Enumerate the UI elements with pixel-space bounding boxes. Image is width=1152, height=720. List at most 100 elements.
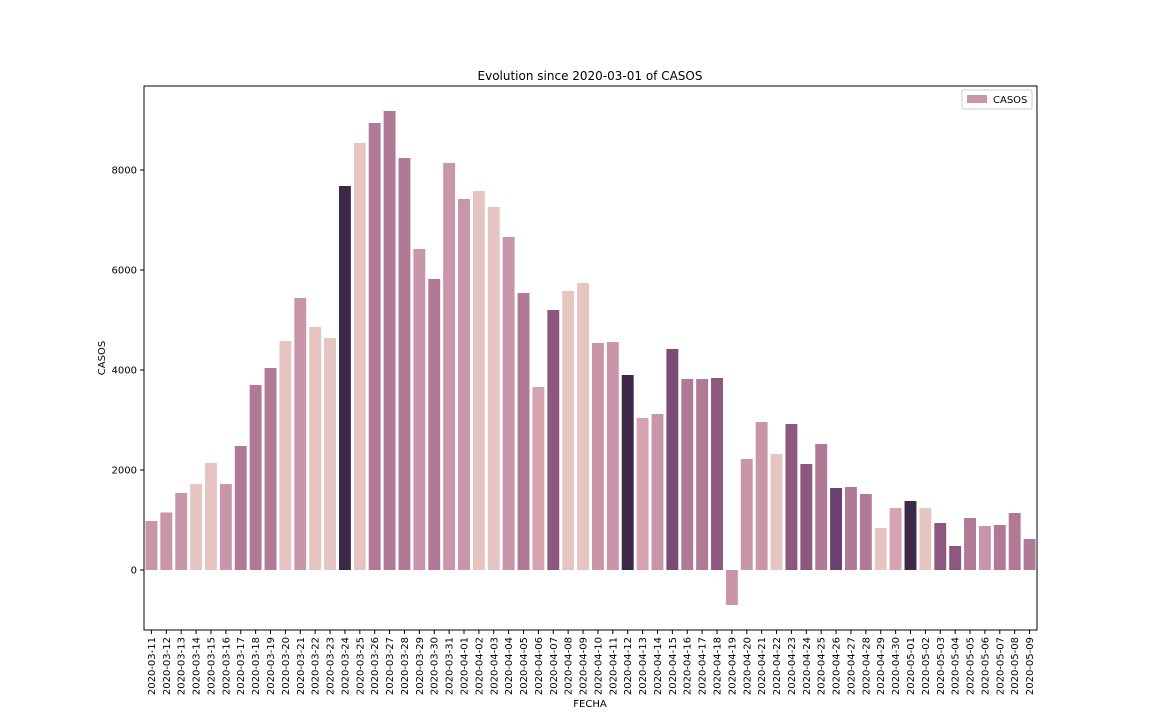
x-tick-label: 2020-04-23 [787,637,798,695]
bar-2020-04-05 [517,293,530,570]
x-tick-label: 2020-04-19 [727,637,738,695]
bar-2020-03-17 [234,446,247,570]
legend-swatch [967,95,987,103]
bar-2020-04-01 [458,199,470,570]
x-tick-label: 2020-03-13 [177,637,188,695]
x-tick-label: 2020-03-29 [415,637,426,695]
x-tick-label: 2020-05-06 [980,637,991,695]
x-tick-label: 2020-03-12 [162,637,173,695]
bar-2020-05-03 [934,523,947,570]
y-tick-label: 8000 [112,166,137,177]
x-tick-label: 2020-04-13 [638,637,649,695]
bar-2020-03-16 [219,484,232,570]
bar-2020-04-11 [606,342,619,570]
bars-group [145,111,1036,605]
x-tick-label: 2020-04-11 [608,637,619,695]
bar-2020-04-04 [502,237,515,570]
x-tick-label: 2020-05-05 [966,637,977,695]
bar-2020-05-04 [949,546,962,570]
x-tick-label: 2020-04-16 [683,637,694,695]
x-tick-label: 2020-03-26 [370,637,381,695]
bar-2020-04-07 [547,310,560,570]
legend-frame [961,89,1033,110]
bar-2020-04-13 [636,418,649,570]
x-tick-label: 2020-05-04 [951,637,962,695]
x-tick-label: 2020-05-01 [906,637,917,695]
x-tick-label: 2020-04-26 [832,637,843,695]
bar-2020-04-19 [725,570,738,605]
bar-2020-04-29 [874,528,887,570]
x-tick-label: 2020-04-04 [504,637,515,695]
bar-2020-05-07 [993,525,1006,570]
bar-2020-03-26 [368,123,381,570]
x-tick-label: 2020-04-24 [802,637,813,695]
bar-2020-03-24 [338,186,351,570]
bar-2020-03-18 [249,385,262,570]
bar-2020-03-30 [428,279,441,570]
x-tick-label: 2020-03-25 [355,637,366,695]
bar-2020-04-15 [666,349,679,570]
bar-2020-03-11 [145,521,158,570]
plot-frame [143,85,1038,631]
x-tick-label: 2020-04-18 [713,637,724,695]
bar-2020-04-27 [845,487,857,570]
bar-2020-03-12 [160,512,173,570]
bar-2020-03-13 [175,493,188,570]
x-tick-label: 2020-04-28 [861,637,872,695]
x-tick-label: 2020-04-14 [653,637,664,695]
x-tick-label: 2020-04-30 [891,637,902,695]
x-axis: 2020-03-11 2020-03-12 2020-03-13 2020-03-14… [147,630,1036,695]
bar-2020-03-29 [413,249,426,570]
x-tick-label: 2020-05-03 [936,637,947,695]
x-tick-label: 2020-05-02 [921,637,932,695]
x-tick-label: 2020-04-25 [817,637,828,695]
bar-2020-03-14 [190,484,203,570]
x-tick-label: 2020-04-06 [534,637,545,695]
x-axis-label: FECHA [573,699,607,710]
x-tick-label: 2020-04-29 [876,637,887,695]
bar-2020-04-18 [711,378,723,570]
bar-2020-04-23 [785,424,798,570]
y-axis-label: CASOS [97,341,108,375]
bar-2020-04-10 [591,343,604,570]
x-tick-label: 2020-05-09 [1025,637,1036,695]
x-tick-label: 2020-05-07 [995,637,1006,695]
chart-title: Evolution since 2020-03-01 of CASOS [478,69,703,83]
y-tick-label: 0 [131,566,137,577]
bar-2020-05-01 [904,501,917,570]
x-tick-label: 2020-04-15 [668,637,679,695]
bar-2020-03-28 [398,158,411,570]
bar-2020-03-22 [309,327,322,570]
bar-2020-03-25 [353,143,366,570]
bar-2020-03-21 [294,298,307,570]
x-tick-label: 2020-03-21 [296,637,307,695]
bar-2020-03-20 [279,341,292,570]
x-tick-label: 2020-03-31 [445,637,456,695]
x-tick-label: 2020-03-11 [147,637,158,695]
x-tick-label: 2020-04-17 [698,637,709,695]
x-tick-label: 2020-03-30 [430,637,441,695]
x-tick-label: 2020-04-10 [593,637,604,695]
y-axis: 0 2000 4000 6000 8000 [112,166,144,577]
bar-2020-04-08 [562,291,575,570]
bar-2020-05-06 [978,526,991,570]
x-tick-label: 2020-03-23 [326,637,337,695]
x-tick-label: 2020-04-05 [519,637,530,695]
bar-2020-04-26 [830,488,843,570]
x-tick-label: 2020-03-18 [251,637,262,695]
x-tick-label: 2020-04-03 [489,637,500,695]
y-tick-label: 4000 [112,366,137,377]
x-tick-label: 2020-03-27 [385,637,396,695]
x-tick-label: 2020-03-14 [192,637,203,695]
x-tick-label: 2020-03-22 [311,637,322,695]
x-tick-label: 2020-03-17 [236,637,247,695]
x-tick-label: 2020-04-20 [742,637,753,695]
bar-2020-04-09 [577,283,590,570]
x-tick-label: 2020-03-20 [281,637,292,695]
bar-2020-04-02 [472,191,485,570]
bar-2020-04-28 [859,494,872,570]
x-tick-label: 2020-04-21 [757,637,768,695]
bar-2020-04-16 [681,379,694,570]
x-tick-label: 2020-05-08 [1010,637,1021,695]
